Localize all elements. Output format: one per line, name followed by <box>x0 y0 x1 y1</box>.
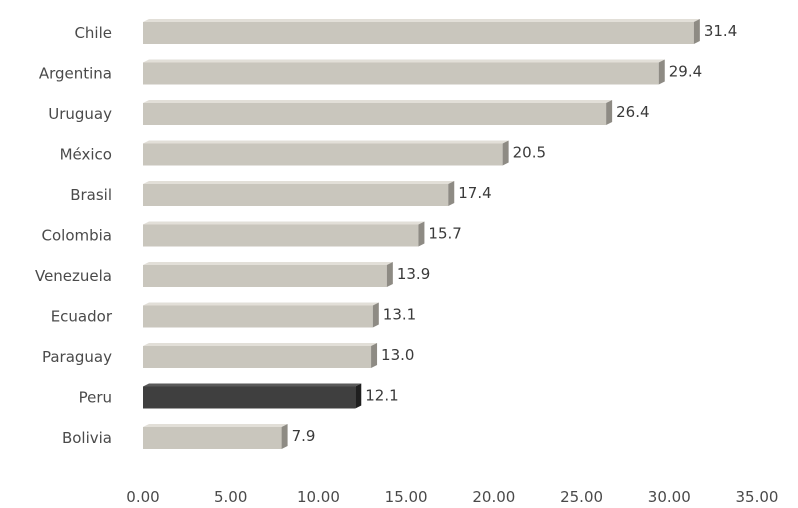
bar-top-face <box>143 59 665 63</box>
bar-side-face <box>448 181 455 206</box>
value-labels: 31.4 29.4 26.4 20.5 17.4 15.7 13.9 13.1 13.0 12.1… <box>292 22 738 445</box>
category-label-venezuela: Venezuela <box>35 267 112 285</box>
bar-chile <box>143 19 700 44</box>
value-label-chile: 31.4 <box>704 22 737 40</box>
bar-side-face <box>418 221 425 247</box>
bars-group <box>143 19 700 449</box>
value-label-uruguay: 26.4 <box>616 103 649 121</box>
category-label-paraguay: Paraguay <box>42 348 112 366</box>
bar-front-face <box>143 305 373 328</box>
bar-front-face <box>143 184 449 206</box>
bar-front-face <box>143 386 356 409</box>
category-label-peru: Peru <box>79 389 112 407</box>
bar-side-face <box>281 424 288 449</box>
category-label-brasil: Brasil <box>70 186 112 204</box>
bar-front-face <box>143 103 607 125</box>
bar-mexico <box>143 140 509 166</box>
bar-top-face <box>143 262 393 265</box>
bar-side-face <box>606 100 613 125</box>
x-tick-label: 5.00 <box>214 488 247 506</box>
value-label-mexico: 20.5 <box>513 144 546 162</box>
value-label-argentina: 29.4 <box>669 63 702 81</box>
value-label-brasil: 17.4 <box>458 184 491 202</box>
bar-top-face <box>143 383 362 387</box>
value-label-venezuela: 13.9 <box>397 265 430 283</box>
value-label-paraguay: 13.0 <box>381 346 414 364</box>
bar-side-face <box>355 383 362 409</box>
bar-side-face <box>386 262 393 287</box>
x-tick-label: 10.00 <box>297 488 340 506</box>
value-label-colombia: 15.7 <box>428 225 461 243</box>
category-label-mexico: México <box>60 146 112 164</box>
category-label-bolivia: Bolivia <box>62 429 112 447</box>
category-labels: Chile Argentina Uruguay México Brasil Colombi… <box>35 24 113 447</box>
bar-front-face <box>143 62 659 85</box>
bar-side-face <box>658 59 665 85</box>
category-label-argentina: Argentina <box>39 65 112 83</box>
bar-front-face <box>143 143 503 166</box>
bar-top-face <box>143 140 509 144</box>
bar-side-face <box>371 343 378 368</box>
bar-side-face <box>372 302 379 328</box>
bar-top-face <box>143 343 378 346</box>
category-label-colombia: Colombia <box>42 227 113 245</box>
bar-top-face <box>143 221 425 225</box>
category-label-chile: Chile <box>74 24 112 42</box>
bar-front-face <box>143 265 387 287</box>
category-label-ecuador: Ecuador <box>51 308 113 326</box>
bar-top-face <box>143 181 455 184</box>
bar-side-face <box>502 140 509 166</box>
bar-front-face <box>143 427 282 449</box>
x-tick-label: 25.00 <box>560 488 603 506</box>
value-label-ecuador: 13.1 <box>383 306 416 324</box>
bar-venezuela <box>143 262 393 287</box>
x-axis-tick-labels: 0.00 5.00 10.00 15.00 20.00 25.00 30.00 35.00 <box>126 488 778 506</box>
bar-peru <box>143 383 362 409</box>
bar-front-face <box>143 346 372 368</box>
value-label-bolivia: 7.9 <box>292 427 316 445</box>
category-label-uruguay: Uruguay <box>48 105 112 123</box>
bar-ecuador <box>143 302 379 328</box>
x-tick-label: 30.00 <box>648 488 691 506</box>
bar-front-face <box>143 22 694 44</box>
x-tick-label: 15.00 <box>385 488 428 506</box>
bar-bolivia <box>143 424 288 449</box>
x-tick-label: 0.00 <box>126 488 159 506</box>
x-tick-label: 20.00 <box>472 488 515 506</box>
value-label-peru: 12.1 <box>365 387 398 405</box>
bar-top-face <box>143 100 613 103</box>
bar-uruguay <box>143 100 613 125</box>
bar-brasil <box>143 181 455 206</box>
bar-front-face <box>143 224 419 247</box>
bar-top-face <box>143 302 379 306</box>
bar-paraguay <box>143 343 378 368</box>
bar-colombia <box>143 221 425 247</box>
bar-top-face <box>143 19 700 22</box>
bar-top-face <box>143 424 288 427</box>
x-tick-label: 35.00 <box>736 488 779 506</box>
bar-side-face <box>693 19 700 44</box>
bar-argentina <box>143 59 665 85</box>
